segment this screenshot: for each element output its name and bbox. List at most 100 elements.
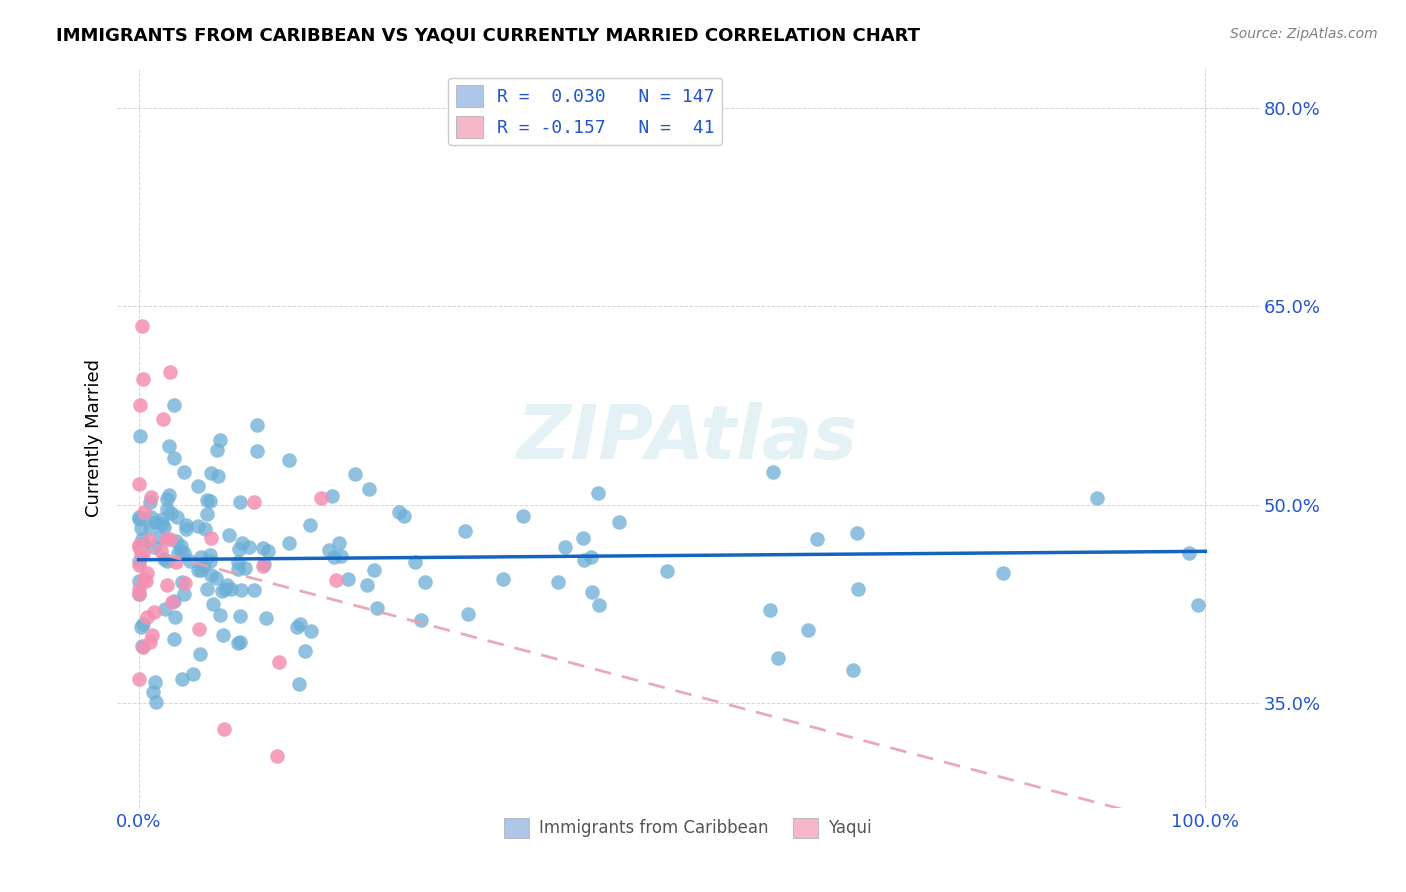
- Point: [128, 512, 150, 526]
- Point: [155, 491, 177, 506]
- Point: [323, 550, 346, 565]
- Point: [190, 563, 212, 577]
- Point: [139, 510, 162, 524]
- Point: [226, 635, 249, 649]
- Point: [330, 549, 353, 564]
- Point: [160, 506, 183, 520]
- Point: [156, 554, 179, 568]
- Point: [128, 574, 150, 588]
- Point: [758, 603, 780, 617]
- Point: [797, 623, 820, 637]
- Point: [209, 433, 232, 447]
- Point: [129, 399, 152, 413]
- Point: [211, 584, 233, 599]
- Point: [155, 532, 177, 546]
- Point: [153, 520, 176, 534]
- Point: [299, 624, 322, 639]
- Point: [766, 651, 789, 665]
- Point: [152, 411, 174, 425]
- Point: [278, 453, 301, 467]
- Point: [132, 572, 155, 586]
- Point: [173, 576, 195, 591]
- Point: [153, 552, 176, 566]
- Point: [228, 541, 250, 556]
- Point: [806, 533, 828, 547]
- Point: [135, 566, 157, 580]
- Point: [188, 647, 211, 661]
- Point: [336, 572, 359, 586]
- Point: [195, 493, 218, 508]
- Point: [128, 587, 150, 601]
- Point: [845, 526, 868, 541]
- Point: [131, 532, 153, 546]
- Point: [163, 450, 186, 465]
- Point: [131, 617, 153, 632]
- Point: [187, 479, 209, 493]
- Point: [135, 574, 157, 589]
- Point: [269, 656, 291, 670]
- Point: [409, 613, 432, 627]
- Point: [243, 582, 266, 597]
- Point: [165, 533, 187, 548]
- Point: [131, 537, 153, 551]
- Point: [253, 557, 276, 571]
- Point: [190, 549, 212, 564]
- Point: [173, 466, 195, 480]
- Point: [153, 602, 176, 616]
- Point: [128, 538, 150, 552]
- Point: [129, 521, 152, 535]
- Point: [165, 555, 187, 569]
- Point: [457, 607, 479, 621]
- Point: [172, 672, 194, 686]
- Point: [841, 663, 863, 677]
- Point: [128, 510, 150, 524]
- Point: [588, 598, 610, 612]
- Point: [208, 608, 231, 623]
- Point: [193, 558, 215, 573]
- Point: [172, 574, 194, 589]
- Point: [166, 509, 188, 524]
- Point: [404, 555, 426, 569]
- Point: [129, 620, 152, 634]
- Point: [128, 582, 150, 597]
- Point: [156, 501, 179, 516]
- Point: [607, 515, 630, 529]
- Point: [413, 574, 436, 589]
- Point: [388, 505, 411, 519]
- Point: [169, 539, 191, 553]
- Point: [311, 491, 333, 506]
- Text: IMMIGRANTS FROM CARIBBEAN VS YAQUI CURRENTLY MARRIED CORRELATION CHART: IMMIGRANTS FROM CARIBBEAN VS YAQUI CURRE…: [56, 27, 921, 45]
- Point: [266, 748, 288, 763]
- Y-axis label: Currently Married: Currently Married: [86, 359, 103, 517]
- Text: ZIPAtlas: ZIPAtlas: [517, 402, 859, 475]
- Point: [159, 366, 181, 380]
- Point: [132, 640, 155, 655]
- Point: [159, 533, 181, 547]
- Point: [150, 544, 173, 558]
- Point: [132, 547, 155, 561]
- Point: [492, 572, 515, 586]
- Point: [252, 541, 274, 555]
- Point: [134, 505, 156, 519]
- Point: [235, 561, 257, 575]
- Point: [157, 488, 180, 502]
- Point: [454, 524, 477, 539]
- Point: [162, 399, 184, 413]
- Point: [129, 546, 152, 560]
- Point: [198, 548, 221, 562]
- Point: [149, 530, 172, 544]
- Point: [139, 490, 162, 504]
- Point: [174, 522, 197, 536]
- Point: [197, 507, 219, 521]
- Point: [145, 695, 167, 709]
- Point: [243, 495, 266, 509]
- Point: [993, 566, 1015, 580]
- Point: [207, 443, 229, 458]
- Point: [218, 528, 240, 542]
- Point: [366, 601, 388, 615]
- Point: [1178, 546, 1201, 560]
- Point: [188, 622, 211, 636]
- Point: [238, 540, 260, 554]
- Point: [165, 609, 187, 624]
- Point: [288, 677, 311, 691]
